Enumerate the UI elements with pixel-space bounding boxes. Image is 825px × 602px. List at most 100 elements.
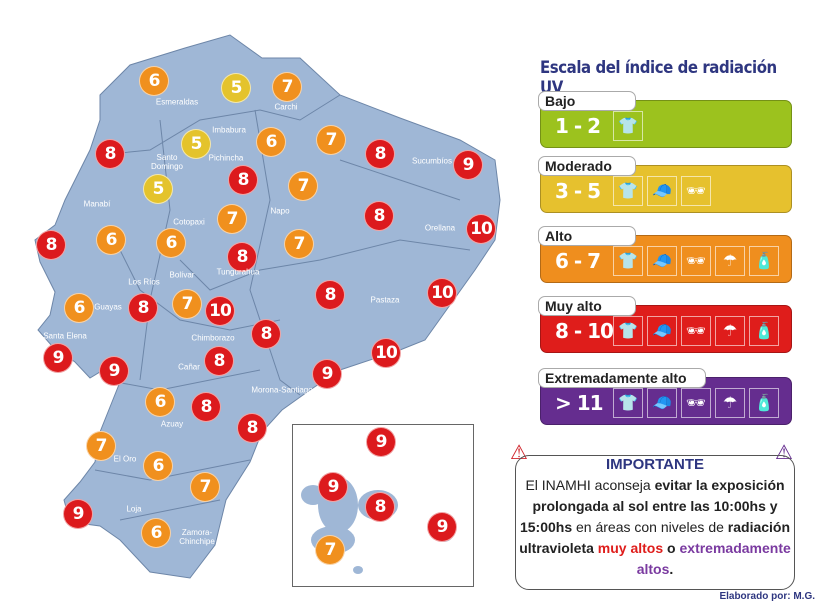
legend-level: Bajo 1 - 2 👕 [538, 91, 792, 148]
uv-marker: 7 [172, 289, 202, 319]
uv-marker: 7 [272, 72, 302, 102]
uv-marker: 7 [86, 431, 116, 461]
province-label: Tungurahua [216, 267, 260, 277]
uv-marker: 8 [95, 139, 125, 169]
umbrella-icon: ☂ [715, 246, 745, 276]
uv-marker: 8 [364, 201, 394, 231]
notice-purple: extremadamente altos [636, 540, 791, 577]
province-label: Pichincha [208, 153, 244, 163]
notice-text: o [663, 540, 680, 556]
province-label: Guayas [94, 302, 122, 312]
province-label: El Oro [113, 454, 137, 464]
level-range: 8 - 10 [555, 319, 614, 343]
uv-marker: 9 [427, 512, 457, 542]
uv-marker: 10 [205, 296, 235, 326]
uv-marker: 6 [145, 387, 175, 417]
uv-marker: 6 [139, 66, 169, 96]
sunglasses-icon: 🕶 [681, 388, 711, 418]
level-name: Bajo [538, 91, 636, 111]
province-label: Sucumbíos [411, 156, 453, 166]
uv-marker: 7 [315, 535, 345, 565]
uv-marker: 5 [143, 174, 173, 204]
level-name: Extremadamente alto [538, 368, 706, 388]
province-label: Manabí [83, 199, 111, 209]
uv-marker: 6 [141, 518, 171, 548]
uv-marker: 6 [64, 293, 94, 323]
uv-marker: 9 [453, 150, 483, 180]
province-label: Santa Elena [43, 331, 87, 341]
cap-icon: 🧢 [647, 176, 677, 206]
province-label: Chimborazo [191, 333, 235, 343]
umbrella-icon: ☂ [715, 388, 745, 418]
uv-marker: 9 [63, 499, 93, 529]
uv-marker: 6 [96, 225, 126, 255]
uv-marker: 7 [316, 125, 346, 155]
shirt-icon: 👕 [613, 246, 643, 276]
sunglasses-icon: 🕶 [681, 176, 711, 206]
uv-marker: 9 [312, 359, 342, 389]
footer-credit: Elaborado por: M.G. [719, 591, 815, 602]
cap-icon: 🧢 [647, 316, 677, 346]
province-label: Carchi [274, 102, 298, 112]
sunglasses-icon: 🕶 [681, 316, 711, 346]
uv-marker: 8 [365, 139, 395, 169]
sunglasses-icon: 🕶 [681, 246, 711, 276]
province-label: Pastaza [370, 295, 400, 305]
province-label: Esmeraldas [155, 97, 199, 107]
uv-marker: 8 [228, 165, 258, 195]
uv-marker: 9 [366, 427, 396, 457]
uv-marker: 7 [190, 472, 220, 502]
shirt-icon: 👕 [613, 388, 643, 418]
uv-marker: 9 [99, 356, 129, 386]
level-name: Muy alto [538, 296, 636, 316]
notice-bold: radiación ultravioleta [519, 519, 791, 556]
province-label: Orellana [424, 223, 456, 233]
legend-level: Muy alto 8 - 10 👕 🧢 🕶 ☂ 🧴 [538, 296, 792, 353]
province-label: Napo [270, 206, 290, 216]
level-range: 6 - 7 [555, 249, 601, 273]
province-label: Los Ríos [128, 277, 160, 287]
province-label: Bolívar [169, 270, 195, 280]
level-range: > 11 [555, 391, 604, 415]
province-label: Loja [126, 504, 142, 514]
cap-icon: 🧢 [647, 246, 677, 276]
level-range: 1 - 2 [555, 114, 601, 138]
notice-text: en áreas con niveles de [572, 519, 728, 535]
uv-marker: 9 [318, 472, 348, 502]
cap-icon: 🧢 [647, 388, 677, 418]
uv-marker: 10 [466, 214, 496, 244]
uv-marker: 7 [284, 229, 314, 259]
shirt-icon: 👕 [613, 111, 643, 141]
level-range: 3 - 5 [555, 179, 601, 203]
uv-marker: 6 [256, 127, 286, 157]
uv-marker: 5 [221, 73, 251, 103]
province-label: Cotopaxi [173, 217, 205, 227]
uv-marker: 10 [371, 338, 401, 368]
important-title: IMPORTANTE [605, 456, 705, 473]
notice-text: El INAMHI aconseja [525, 477, 655, 493]
province-label: Cañar [178, 362, 200, 372]
shirt-icon: 👕 [613, 316, 643, 346]
uv-marker: 8 [237, 413, 267, 443]
uv-marker: 8 [191, 392, 221, 422]
legend-level: Moderado 3 - 5 👕 🧢 🕶 [538, 156, 792, 213]
province-label: Azuay [160, 419, 184, 429]
uv-marker: 6 [143, 451, 173, 481]
uv-marker: 9 [43, 343, 73, 373]
province-label: Zamora-Chinchipe [179, 528, 215, 546]
notice-bold: evitar la exposición prolongada al sol e… [519, 477, 785, 535]
sunscreen-icon: 🧴 [749, 246, 779, 276]
province-label: Morona-Santiago [251, 385, 313, 395]
uv-marker: 10 [427, 278, 457, 308]
sunscreen-icon: 🧴 [749, 316, 779, 346]
sunscreen-icon: 🧴 [749, 388, 779, 418]
province-label: Santo Domingo [150, 153, 183, 171]
uv-marker: 7 [217, 204, 247, 234]
uv-marker: 8 [365, 492, 395, 522]
level-name: Alto [538, 226, 636, 246]
notice-red: muy altos [597, 540, 664, 556]
uv-marker: 7 [288, 171, 318, 201]
province-label: Imbabura [212, 125, 246, 135]
legend-level: Extremadamente alto > 11 👕 🧢 🕶 ☂ 🧴 [538, 368, 792, 425]
